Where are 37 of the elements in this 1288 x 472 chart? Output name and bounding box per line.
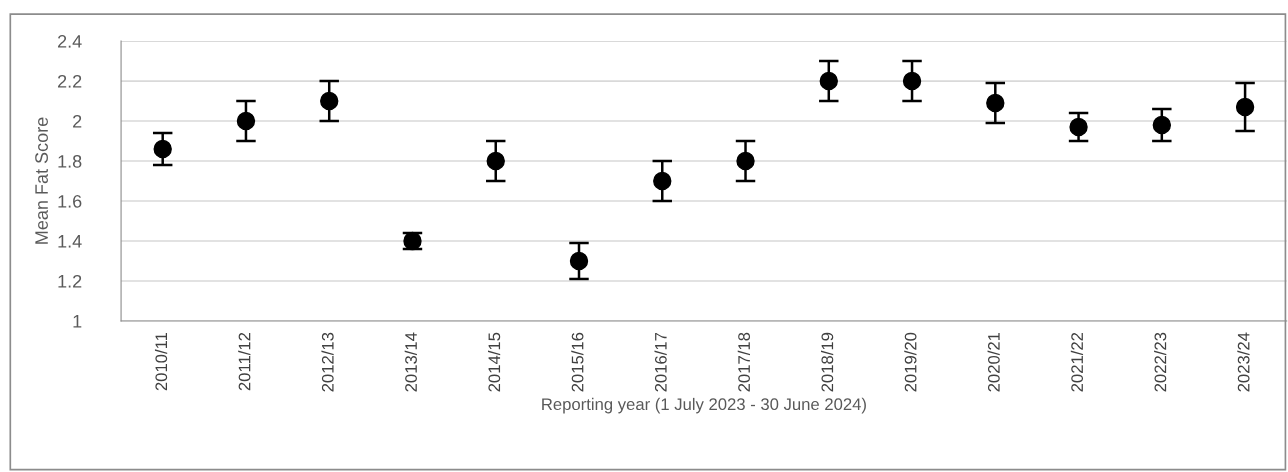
point <box>986 93 1005 113</box>
x-tick-label: 2011/12 <box>238 332 251 391</box>
point <box>1069 117 1088 137</box>
x-tick-label: 2019/20 <box>904 332 917 392</box>
x-tick-label: 2023/24 <box>1237 332 1250 392</box>
point <box>819 71 838 91</box>
y-tick-label: 1.2 <box>58 274 82 288</box>
x-tick-label: 2015/16 <box>571 332 584 392</box>
y-tick-label: 2.4 <box>57 35 82 48</box>
point <box>569 251 589 271</box>
y-tick-label: 1.8 <box>58 154 82 168</box>
y-axis-title: Mean Fat Score <box>35 117 48 244</box>
point <box>736 151 755 171</box>
x-tick-label: 2020/21 <box>987 332 1000 392</box>
x-tick-label: 2021/22 <box>1070 332 1084 392</box>
x-tick-label: 2012/13 <box>321 332 334 392</box>
point <box>902 71 922 91</box>
y-tick-label: 2.2 <box>57 74 82 88</box>
point <box>486 151 505 171</box>
point <box>1152 115 1172 135</box>
x-tick-label: 2017/18 <box>737 332 750 392</box>
x-tick-label: 2022/23 <box>1154 332 1167 392</box>
point <box>320 91 339 111</box>
x-tick-label: 2016/17 <box>654 332 667 392</box>
point <box>1235 97 1255 117</box>
point <box>236 111 256 131</box>
y-tick-label: 2 <box>73 114 82 128</box>
y-tick-label: 1.6 <box>58 194 82 208</box>
x-tick-label: 2018/19 <box>821 332 834 392</box>
x-tick-label: 2010/11 <box>154 332 168 391</box>
x-axis-title: Reporting year (1 July 2023 - 30 June 2024) <box>542 397 866 414</box>
x-tick-label: 2013/14 <box>404 332 417 392</box>
x-tick-label: 2014/15 <box>487 332 501 392</box>
y-tick-label: 1 <box>73 315 82 328</box>
y-tick-label: 1.4 <box>58 235 82 248</box>
point <box>153 139 172 159</box>
point <box>653 171 672 191</box>
